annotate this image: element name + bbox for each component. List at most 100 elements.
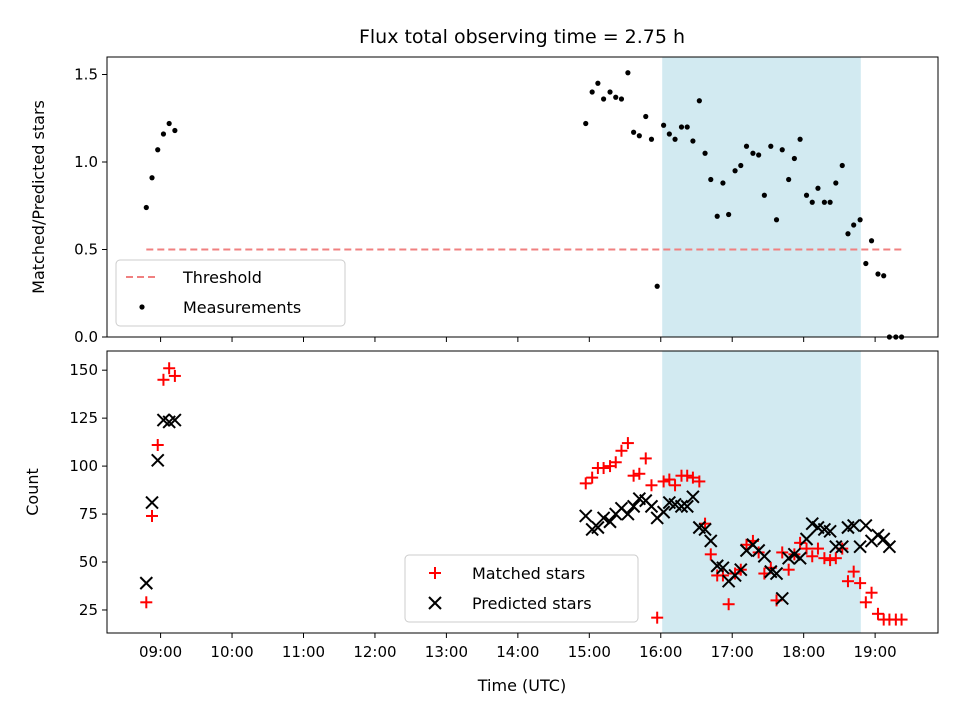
top-highlight-span (662, 57, 861, 337)
predicted-star-point (787, 547, 802, 562)
matched-star-point (651, 611, 664, 624)
measurement-point (756, 152, 762, 158)
measurement-point (720, 180, 726, 186)
x-tick-label: 19:00 (854, 643, 897, 661)
measurement-point (631, 129, 637, 135)
matched-star-point (722, 598, 735, 611)
predicted-star-point (596, 511, 611, 525)
predicted-star-point (621, 507, 635, 521)
bottom-legend-box (404, 554, 639, 623)
predicted-star-point (579, 509, 593, 523)
measurements-legend-label: Measurements (183, 298, 301, 317)
measurement-point (613, 94, 619, 100)
measurement-point (714, 213, 720, 219)
predicted-star-point (775, 591, 789, 606)
measurement-point (708, 176, 714, 183)
measurement-point (743, 143, 750, 149)
matched-legend-label: Matched stars (472, 564, 585, 583)
top-legend-box (115, 259, 346, 327)
predicted-legend-swatch (428, 596, 442, 610)
measurement-point (607, 89, 613, 95)
measurement-point (863, 260, 869, 267)
matched-star-point (151, 439, 164, 451)
measurement-point (779, 147, 785, 153)
matched-star-point (847, 565, 860, 578)
measurement-point (821, 199, 827, 205)
threshold-legend-label: Threshold (182, 268, 262, 287)
predicted-star-point (674, 499, 689, 514)
matched-star-point (615, 444, 628, 457)
predicted-star-point (644, 499, 659, 514)
bottom-axes-frame (106, 350, 939, 634)
measurement-point (600, 96, 607, 102)
predicted-star-point (603, 515, 617, 529)
measurement-point (166, 120, 172, 127)
matched-star-point (699, 517, 712, 530)
matched-star-point (163, 362, 176, 375)
matched-legend-swatch (429, 567, 441, 579)
measurements-points (143, 70, 905, 340)
measurement-point (654, 283, 660, 289)
predicted-star-point (853, 539, 867, 554)
matched-star-point (895, 613, 908, 626)
y-tick-label: 125 (69, 409, 98, 427)
predicted-star-point (823, 524, 837, 539)
measurement-point (839, 162, 845, 169)
measurement-point (672, 136, 678, 142)
x-tick-label: 16:00 (639, 643, 682, 661)
bottom-highlight-span (662, 351, 861, 633)
y-tick-label: 50 (79, 553, 98, 571)
matched-star-point (586, 471, 599, 484)
x-tick-label: 12:00 (353, 643, 396, 661)
x-tick-label: 18:00 (782, 643, 825, 661)
matched-star-point (609, 456, 622, 469)
measurement-point (761, 192, 767, 198)
predicted-star-point (656, 505, 671, 519)
measurement-point (618, 96, 625, 102)
measurements-legend-swatch (139, 304, 145, 310)
predicted-legend-label: Predicted stars (472, 594, 592, 613)
measurement-point (636, 133, 642, 139)
predicted-star-point (591, 520, 605, 535)
measurement-point (845, 231, 851, 237)
x-tick-label: 17:00 (711, 643, 754, 661)
predicted-star-point (686, 490, 700, 504)
matched-star-point (681, 469, 694, 482)
y-tick-label: 75 (79, 505, 98, 523)
predicted-star-point (882, 539, 897, 554)
matched-star-point (740, 538, 753, 551)
predicted-star-point (145, 495, 159, 510)
measurement-point (595, 80, 601, 86)
top-legend: Threshold Measurements (115, 259, 346, 327)
measurement-point (827, 199, 833, 205)
predicted-star-point (734, 562, 748, 577)
predicted-star-point (139, 576, 154, 590)
matched-star-point (639, 452, 652, 465)
matched-star-point (811, 542, 824, 555)
y-tick-label: 100 (69, 457, 98, 475)
matched-star-point (597, 462, 610, 475)
predicted-star-point (716, 561, 730, 575)
measurement-point (768, 143, 774, 149)
matched-star-point (657, 475, 670, 488)
x-axis-label: Time (UTC) (477, 676, 566, 695)
matched-star-point (693, 475, 706, 488)
measurement-point (696, 98, 702, 104)
measurement-point (851, 222, 857, 228)
y-tick-label: 150 (69, 361, 98, 379)
matched-star-point (806, 550, 819, 563)
matched-star-point (859, 596, 872, 609)
measurement-point (809, 199, 815, 205)
measurement-point (773, 217, 780, 223)
matched-star-point (782, 563, 795, 576)
matched-star-point (633, 467, 646, 480)
measurement-point (791, 155, 797, 162)
predicted-star-point (704, 534, 718, 548)
predicted-stars-points (139, 413, 897, 606)
measurement-point (833, 180, 839, 186)
matched-star-point (146, 509, 159, 522)
measurement-point (815, 185, 821, 191)
measurement-point (648, 136, 655, 142)
matched-star-point (645, 479, 658, 492)
